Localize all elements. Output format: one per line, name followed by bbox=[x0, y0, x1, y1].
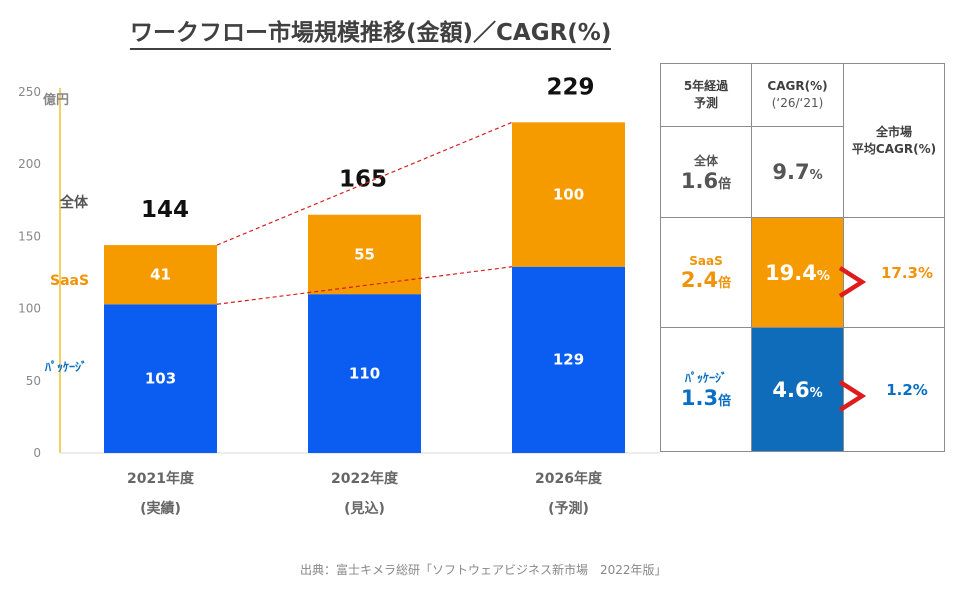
x-tick-note: (実績) bbox=[140, 500, 181, 517]
data-label-total: 144 bbox=[141, 197, 189, 223]
data-label-saas: 100 bbox=[553, 186, 584, 204]
saas-multiple: 2.4 bbox=[680, 267, 719, 292]
y-tick-label: 50 bbox=[26, 374, 41, 388]
total-multiple: 1.6 bbox=[680, 168, 719, 193]
saas-greater-than-icon bbox=[838, 266, 866, 298]
y-tick-label: 250 bbox=[18, 85, 41, 99]
bar-package bbox=[104, 304, 217, 453]
package-greater-than-icon bbox=[838, 380, 866, 412]
y-tick-label: 0 bbox=[33, 446, 41, 460]
y-tick-label: 200 bbox=[18, 157, 41, 171]
label-saas: SaaS bbox=[50, 273, 89, 289]
cagr-summary-table: 5年経過 予測 CAGR(%) (‘26/‘21) 全市場 平均CAGR(%) 全体 … bbox=[660, 63, 945, 452]
row-label-package: ﾊﾟｯｹｰｼﾞ bbox=[684, 371, 727, 385]
data-label-package: 129 bbox=[553, 351, 584, 369]
source-note: 出典：富士キメラ総研「ソフトウェアビジネス新市場 2022年版」 bbox=[300, 563, 667, 577]
x-tick-label: 2022年度 bbox=[331, 470, 399, 487]
x-tick-label: 2026年度 bbox=[535, 470, 603, 487]
label-package: ﾊﾟｯｹｰｼﾞ bbox=[44, 359, 87, 374]
data-label-total: 165 bbox=[339, 167, 387, 193]
label-total: 全体 bbox=[59, 194, 89, 211]
package-cagr: 4.6 bbox=[772, 377, 810, 402]
bar-saas bbox=[512, 122, 625, 267]
trend-line-total bbox=[216, 121, 513, 246]
header-market-average: 全市場 平均CAGR(%) bbox=[843, 63, 945, 218]
table-row-saas: SaaS 2.4倍 19.4% 17.3% bbox=[660, 217, 945, 328]
y-axis-unit: 億円 bbox=[43, 92, 69, 108]
x-tick-note: (見込) bbox=[344, 500, 385, 517]
total-cagr: 9.7 bbox=[772, 160, 810, 184]
data-label-package: 110 bbox=[349, 365, 380, 383]
page-title: ワークフロー市場規模推移(金額)／CAGR(%) bbox=[130, 18, 612, 50]
bar-saas bbox=[104, 245, 217, 305]
table-row-total: 全体 1.6倍 9.7% bbox=[660, 126, 945, 218]
bar-package bbox=[512, 266, 625, 453]
row-label-total: 全体 bbox=[693, 153, 718, 168]
x-tick-label: 2021年度 bbox=[127, 470, 195, 487]
data-label-package: 103 bbox=[145, 370, 176, 388]
header-5year-forecast: 5年経過 予測 bbox=[660, 63, 752, 127]
header-cagr: CAGR(%) (‘26/‘21) bbox=[751, 63, 844, 127]
data-label-total: 229 bbox=[546, 74, 594, 100]
bar-package bbox=[308, 294, 421, 453]
x-tick-note: (予測) bbox=[548, 500, 589, 517]
y-tick-label: 150 bbox=[18, 229, 41, 243]
package-multiple: 1.3 bbox=[680, 386, 719, 410]
trend-line-package bbox=[216, 266, 513, 305]
row-label-saas: SaaS bbox=[689, 253, 723, 268]
data-label-saas: 41 bbox=[150, 266, 171, 284]
saas-cagr: 19.4 bbox=[765, 260, 817, 285]
data-label-saas: 55 bbox=[354, 245, 375, 263]
table-row-package: ﾊﾟｯｹｰｼﾞ 1.3倍 4.6% 1.2% bbox=[660, 327, 945, 452]
y-tick-label: 100 bbox=[18, 302, 41, 316]
saas-market-average: 17.3% bbox=[843, 217, 945, 328]
package-market-average: 1.2% bbox=[843, 327, 945, 452]
bar-saas bbox=[308, 214, 421, 295]
